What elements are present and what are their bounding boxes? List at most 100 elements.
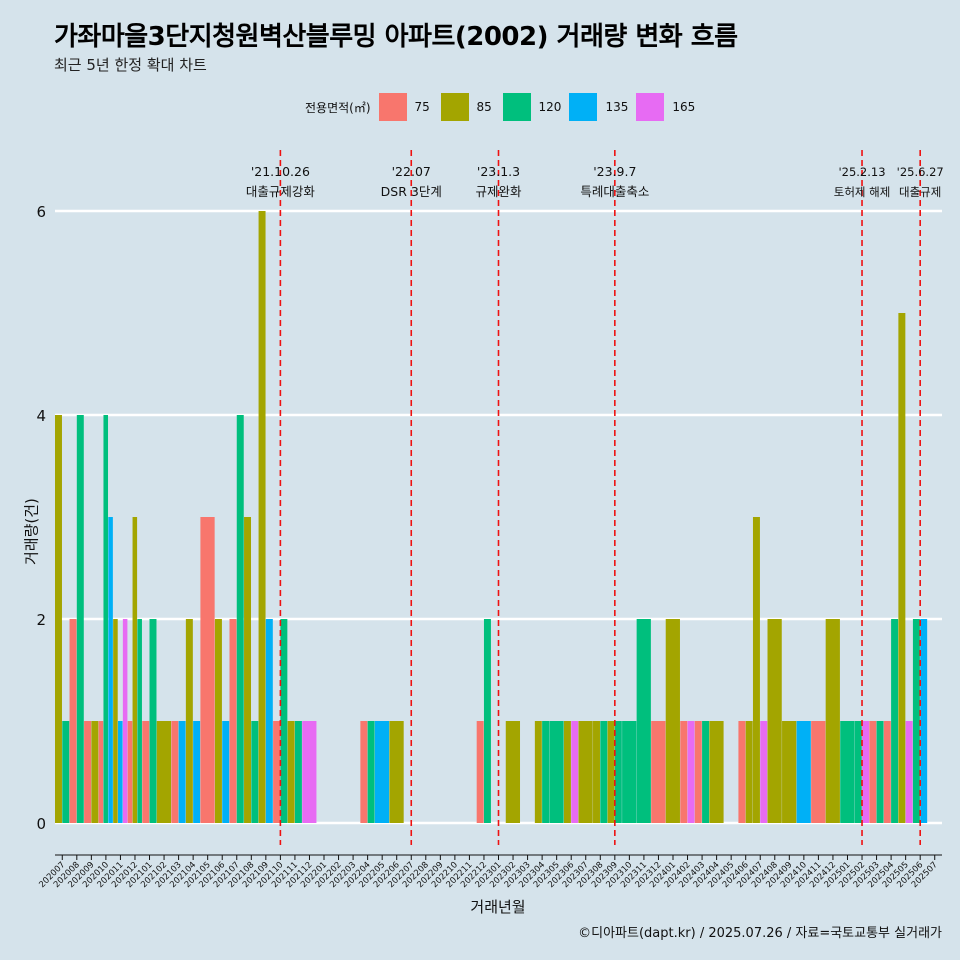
bar-202111-85 xyxy=(287,721,295,823)
legend-label-165: 165 xyxy=(672,100,696,114)
event-label: 특례대출축소 xyxy=(580,184,649,199)
bar-202406-85 xyxy=(745,721,753,823)
bar-202404-85 xyxy=(709,721,724,823)
bar-202009-85 xyxy=(91,721,99,823)
bar-202412-85 xyxy=(825,619,840,823)
legend-swatch-85 xyxy=(440,93,469,121)
x-axis-label: 거래년월 xyxy=(470,898,526,916)
bar-202009-75 xyxy=(84,721,92,823)
bar-202307-85 xyxy=(578,721,593,823)
bar-202308-120 xyxy=(600,721,608,823)
bar-202402-75 xyxy=(680,721,688,823)
bar-202302-85 xyxy=(505,721,521,823)
bar-202108-85 xyxy=(244,517,252,823)
bar-202304-120 xyxy=(542,721,550,823)
bar-202101-120 xyxy=(149,619,157,823)
bar-202503-75 xyxy=(869,721,877,823)
chart-title: 가좌마을3단지청원벽산블루밍 아파트(2002) 거래량 변화 흐름 xyxy=(54,22,738,52)
legend-label-75: 75 xyxy=(414,100,430,114)
bar-202104-85 xyxy=(185,619,193,823)
bar-202012-120 xyxy=(137,619,142,823)
bar-202506-120 xyxy=(912,619,920,823)
event-date: '25.2.13 xyxy=(838,165,885,179)
bar-202012-75 xyxy=(127,721,133,823)
bar-202504-120 xyxy=(891,619,899,823)
bar-202101-75 xyxy=(142,721,150,823)
bar-202010-135 xyxy=(108,517,113,823)
bar-202411-75 xyxy=(811,721,826,823)
bar-202504-75 xyxy=(883,721,891,823)
legend-label-135: 135 xyxy=(605,100,629,114)
bar-202505-165 xyxy=(905,721,913,823)
bar-202008-120 xyxy=(76,415,84,823)
bar-202205-135 xyxy=(374,721,390,823)
event-date: '23.9.7 xyxy=(593,164,636,179)
bar-202309-85 xyxy=(607,721,615,823)
bar-202310-120 xyxy=(622,721,637,823)
bar-202206-85 xyxy=(389,721,404,823)
bar-202111-120 xyxy=(294,721,302,823)
bar-202103-135 xyxy=(178,721,186,823)
legend-item-120: 120 xyxy=(502,93,562,121)
bar-202204-120 xyxy=(367,721,375,823)
legend-label-120: 120 xyxy=(538,100,562,114)
y-tick-label: 4 xyxy=(36,407,46,425)
event-label: 토허제 해제 xyxy=(834,185,891,199)
legend-item-85: 85 xyxy=(440,93,495,121)
bar-202011-165 xyxy=(122,619,128,823)
bar-202306-165 xyxy=(571,721,579,823)
y-tick-label: 2 xyxy=(36,611,46,629)
bar-202010-120 xyxy=(103,415,109,823)
bar-202505-85 xyxy=(898,313,906,823)
y-tick-label: 6 xyxy=(36,203,46,221)
bar-202312-75 xyxy=(651,721,666,823)
event-date: '25.6.27 xyxy=(897,165,944,179)
bar-202409-85 xyxy=(782,721,797,823)
event-date: '22.07 xyxy=(392,164,431,179)
bar-202110-120 xyxy=(280,619,288,823)
bar-202204-75 xyxy=(360,721,368,823)
event-label: 대출규제강화 xyxy=(246,184,316,199)
legend-swatch-135 xyxy=(569,93,598,121)
bar-202010-75 xyxy=(98,721,104,823)
bar-202304-85 xyxy=(534,721,542,823)
bar-202108-120 xyxy=(251,721,259,823)
bar-202012-85 xyxy=(132,517,138,823)
bar-202105-75 xyxy=(200,517,215,823)
bar-202403-120 xyxy=(702,721,710,823)
bar-202502-120 xyxy=(854,721,862,823)
legend-label-85: 85 xyxy=(476,100,492,114)
bar-202106-135 xyxy=(222,721,230,823)
bar-202408-85 xyxy=(767,619,782,823)
chart-subtitle: 최근 5년 한정 확대 차트 xyxy=(54,56,207,74)
bar-202007-85 xyxy=(55,415,62,823)
legend-item-135: 135 xyxy=(569,93,628,121)
bar-202102-85 xyxy=(156,721,172,823)
bar-202407-85 xyxy=(752,517,760,823)
legend-item-75: 75 xyxy=(378,93,433,121)
bar-202502-165 xyxy=(862,721,869,823)
event-label: 규제완화 xyxy=(475,184,522,199)
bar-202104-135 xyxy=(193,721,201,823)
legend-swatch-75 xyxy=(378,93,407,121)
bar-202308-85 xyxy=(593,721,600,823)
bar-202501-120 xyxy=(840,721,855,823)
bar-202309-120 xyxy=(614,721,622,823)
bar-202311-120 xyxy=(636,619,651,823)
bar-202103-75 xyxy=(171,721,179,823)
bar-202008-75 xyxy=(69,619,77,823)
source-caption: ©디아파트(dapt.kr) / 2025.07.26 / 자료=국토교통부 실… xyxy=(578,926,942,941)
legend-swatch-120 xyxy=(502,93,531,121)
y-tick-label: 0 xyxy=(36,815,46,833)
bar-202401-85 xyxy=(665,619,680,823)
bar-202011-135 xyxy=(118,721,123,823)
bar-202306-85 xyxy=(563,721,571,823)
legend-item-165: 165 xyxy=(636,93,695,121)
bar-202406-75 xyxy=(738,721,746,823)
bar-202402-165 xyxy=(687,721,695,823)
bar-202112-165 xyxy=(302,721,317,823)
bar-202107-75 xyxy=(229,619,237,823)
bar-202212-75 xyxy=(476,721,484,823)
bar-202407-165 xyxy=(760,721,768,823)
bar-202410-135 xyxy=(796,721,811,823)
